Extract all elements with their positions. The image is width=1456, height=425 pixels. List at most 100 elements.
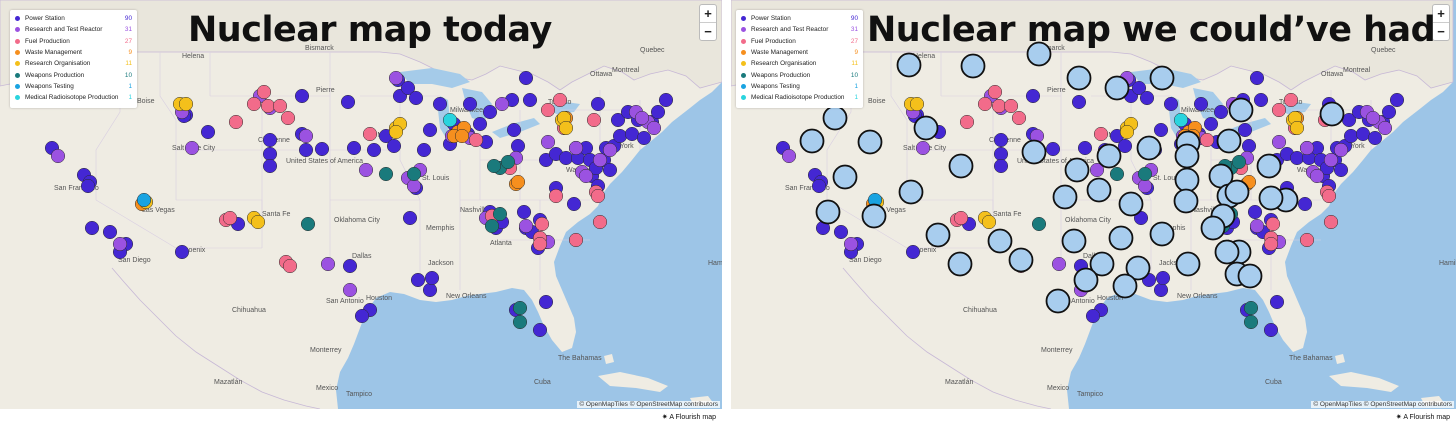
hypothetical-reactor-marker[interactable] [1118, 191, 1144, 217]
facility-marker[interactable] [1077, 140, 1093, 156]
legend-item[interactable]: Weapons Testing 1 [15, 81, 132, 92]
facility-marker[interactable] [833, 224, 849, 240]
legend-item[interactable]: Medical Radioisotope Production 1 [15, 92, 132, 103]
facility-marker[interactable] [1247, 204, 1263, 220]
hypothetical-reactor-marker[interactable] [1021, 139, 1047, 165]
facility-marker[interactable] [610, 112, 626, 128]
hypothetical-reactor-marker[interactable] [861, 203, 887, 229]
facility-marker[interactable] [1213, 104, 1229, 120]
facility-marker[interactable] [1299, 140, 1315, 156]
legend-item[interactable]: Fuel Production 27 [15, 36, 132, 47]
facility-marker[interactable] [1263, 236, 1279, 252]
hypothetical-reactor-marker[interactable] [1125, 255, 1151, 281]
map-attribution[interactable]: © OpenMapTiles © OpenStreetMap contribut… [577, 401, 720, 408]
facility-marker[interactable] [993, 132, 1009, 148]
facility-marker[interactable] [590, 96, 606, 112]
hypothetical-reactor-marker[interactable] [1136, 135, 1162, 161]
facility-marker[interactable] [512, 314, 528, 330]
facility-marker[interactable] [532, 322, 548, 338]
facility-marker[interactable] [112, 236, 128, 252]
facility-marker[interactable] [1367, 130, 1383, 146]
facility-marker[interactable] [1323, 152, 1339, 168]
facility-marker[interactable] [1297, 196, 1313, 212]
facility-marker[interactable] [1271, 134, 1287, 150]
facility-marker[interactable] [634, 110, 650, 126]
facility-marker[interactable] [552, 92, 568, 108]
hypothetical-reactor-marker[interactable] [1045, 288, 1071, 314]
facility-marker[interactable] [843, 236, 859, 252]
hypothetical-reactor-marker[interactable] [832, 164, 858, 190]
facility-marker[interactable] [80, 178, 96, 194]
facility-marker[interactable] [298, 142, 314, 158]
facility-marker[interactable] [811, 178, 827, 194]
facility-marker[interactable] [256, 84, 272, 100]
facility-marker[interactable] [548, 188, 564, 204]
facility-marker[interactable] [432, 96, 448, 112]
facility-marker[interactable] [1249, 70, 1265, 86]
facility-marker[interactable] [1137, 166, 1153, 182]
facility-marker[interactable] [953, 210, 969, 226]
hypothetical-reactor-marker[interactable] [1026, 41, 1052, 67]
hypothetical-reactor-marker[interactable] [960, 53, 986, 79]
facility-marker[interactable] [516, 204, 532, 220]
facility-marker[interactable] [1299, 232, 1315, 248]
facility-marker[interactable] [282, 258, 298, 274]
map-canvas[interactable]: HelenaBismarckPierreBoiseCheyenneSalt La… [0, 0, 722, 409]
facility-marker[interactable] [228, 114, 244, 130]
facility-marker[interactable] [532, 236, 548, 252]
legend-item[interactable]: Power Station 90 [741, 13, 858, 24]
legend-item[interactable]: Waste Management 9 [15, 47, 132, 58]
facility-marker[interactable] [366, 142, 382, 158]
hypothetical-reactor-marker[interactable] [1008, 247, 1034, 273]
facility-marker[interactable] [362, 126, 378, 142]
facility-marker[interactable] [386, 138, 402, 154]
facility-marker[interactable] [1321, 188, 1337, 204]
facility-marker[interactable] [586, 112, 602, 128]
facility-marker[interactable] [1243, 314, 1259, 330]
hypothetical-reactor-marker[interactable] [822, 105, 848, 131]
facility-marker[interactable] [538, 294, 554, 310]
facility-marker[interactable] [1265, 216, 1281, 232]
hypothetical-reactor-marker[interactable] [1319, 101, 1345, 127]
hypothetical-reactor-marker[interactable] [898, 179, 924, 205]
facility-marker[interactable] [1253, 92, 1269, 108]
hypothetical-reactor-marker[interactable] [1200, 215, 1226, 241]
hypothetical-reactor-marker[interactable] [1064, 157, 1090, 183]
facility-marker[interactable] [102, 224, 118, 240]
hypothetical-reactor-marker[interactable] [1052, 184, 1078, 210]
facility-marker[interactable] [558, 150, 574, 166]
facility-marker[interactable] [406, 178, 422, 194]
facility-marker[interactable] [646, 120, 662, 136]
flourish-badge[interactable]: ✷ A Flourish map [1396, 413, 1450, 421]
facility-marker[interactable] [1365, 110, 1381, 126]
hypothetical-reactor-marker[interactable] [948, 153, 974, 179]
facility-marker[interactable] [1003, 98, 1019, 114]
facility-marker[interactable] [1249, 218, 1265, 234]
facility-marker[interactable] [1381, 104, 1397, 120]
legend-item[interactable]: Research and Test Reactor 31 [741, 24, 858, 35]
facility-marker[interactable] [1193, 96, 1209, 112]
facility-marker[interactable] [1355, 126, 1371, 142]
facility-marker[interactable] [909, 96, 925, 112]
facility-marker[interactable] [402, 210, 418, 226]
facility-marker[interactable] [981, 214, 997, 230]
facility-marker[interactable] [534, 216, 550, 232]
facility-marker[interactable] [454, 128, 470, 144]
legend-item[interactable]: Research Organisation 11 [15, 58, 132, 69]
facility-marker[interactable] [1045, 141, 1061, 157]
facility-marker[interactable] [416, 142, 432, 158]
facility-marker[interactable] [1093, 126, 1109, 142]
facility-marker[interactable] [1117, 138, 1133, 154]
facility-marker[interactable] [494, 96, 510, 112]
facility-marker[interactable] [1333, 142, 1349, 158]
facility-marker[interactable] [781, 148, 797, 164]
facility-marker[interactable] [915, 140, 931, 156]
facility-marker[interactable] [510, 138, 526, 154]
hypothetical-reactor-marker[interactable] [1224, 179, 1250, 205]
hypothetical-reactor-marker[interactable] [815, 199, 841, 225]
facility-marker[interactable] [1203, 116, 1219, 132]
facility-marker[interactable] [590, 188, 606, 204]
hypothetical-reactor-marker[interactable] [925, 222, 951, 248]
facility-marker[interactable] [1323, 214, 1339, 230]
facility-marker[interactable] [200, 124, 216, 140]
